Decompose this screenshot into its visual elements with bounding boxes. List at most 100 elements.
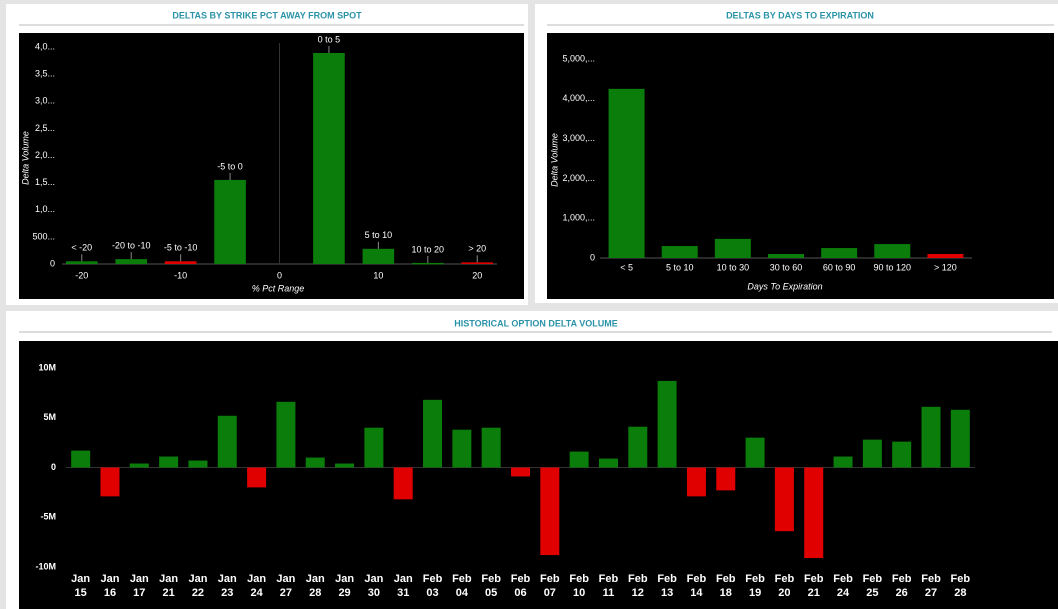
x-tick-label-box: Jan 31 bbox=[394, 573, 413, 599]
y-tick-label: 0 bbox=[50, 258, 55, 268]
x-tick-label-box: Feb 05 bbox=[481, 573, 501, 599]
y-tick-label: 3,0... bbox=[35, 96, 55, 106]
x-tick-label: Feb 21 bbox=[803, 573, 824, 599]
y-tick-label: 2,000,... bbox=[562, 173, 595, 183]
x-tick-label-box: Jan 15 bbox=[71, 573, 91, 599]
x-tick-label-box: Jan 21 bbox=[159, 573, 178, 599]
x-tick-label: Feb 14 bbox=[686, 573, 707, 599]
bar bbox=[393, 467, 413, 500]
bar bbox=[159, 456, 179, 468]
x-tick-label: 10 bbox=[373, 270, 383, 280]
x-tick-label: Jan 29 bbox=[335, 573, 355, 599]
x-tick-label: Jan 28 bbox=[305, 573, 325, 599]
bar bbox=[892, 441, 912, 468]
bar bbox=[247, 467, 267, 488]
bar bbox=[569, 451, 589, 468]
x-tick-label-box: Jan 28 bbox=[305, 573, 325, 599]
bar bbox=[804, 467, 824, 559]
x-tick-label: Feb 07 bbox=[540, 573, 560, 599]
data-label: -5 to 0 bbox=[217, 161, 243, 171]
x-axis-label: % Pct Range bbox=[252, 283, 305, 293]
bar bbox=[452, 429, 472, 468]
x-tick-label: Feb 19 bbox=[745, 573, 765, 599]
bar bbox=[364, 427, 384, 468]
bar bbox=[862, 439, 882, 468]
x-tick-label-box: Feb 04 bbox=[452, 573, 472, 599]
x-tick-label: Jan 24 bbox=[247, 573, 267, 599]
y-tick-label: 0 bbox=[590, 252, 595, 262]
x-tick-label: 30 to 60 bbox=[770, 262, 803, 272]
x-tick-label: < 5 bbox=[620, 262, 633, 272]
x-tick-label-box: Feb 14 bbox=[686, 573, 707, 599]
x-tick-label: Jan 16 bbox=[100, 573, 120, 599]
x-tick-label-box: Feb 06 bbox=[510, 573, 531, 599]
x-tick-label-box: Feb 25 bbox=[862, 573, 883, 599]
y-tick-label: 5M bbox=[43, 412, 56, 422]
x-tick-label: Feb 05 bbox=[481, 573, 501, 599]
x-tick-label: 90 to 120 bbox=[874, 262, 912, 272]
x-tick-label-box: Feb 13 bbox=[657, 573, 677, 599]
x-tick-label: 5 to 10 bbox=[666, 262, 694, 272]
data-label: < -20 bbox=[71, 243, 92, 253]
bar bbox=[276, 401, 296, 468]
bar bbox=[100, 467, 120, 497]
y-axis-label: Delta Volume bbox=[20, 131, 30, 185]
data-label: -20 to -10 bbox=[112, 240, 151, 250]
x-tick-label: > 120 bbox=[934, 262, 957, 272]
bar bbox=[461, 262, 494, 264]
y-tick-label: 10M bbox=[38, 362, 56, 372]
y-tick-label: 2,0... bbox=[35, 150, 55, 160]
x-tick-label: Feb 03 bbox=[422, 573, 443, 599]
bar bbox=[833, 456, 853, 468]
x-tick-label: Feb 06 bbox=[510, 573, 531, 599]
data-label: > 20 bbox=[468, 244, 486, 254]
bar bbox=[661, 246, 698, 258]
panel-title: HISTORICAL OPTION DELTA VOLUME bbox=[454, 318, 618, 328]
y-tick-label: -5M bbox=[41, 512, 57, 522]
bar bbox=[164, 261, 197, 264]
x-tick-label-box: Jan 24 bbox=[247, 573, 267, 599]
bar bbox=[188, 460, 208, 468]
x-axis-label: Days To Expiration bbox=[747, 281, 822, 291]
bar bbox=[481, 427, 501, 468]
bar bbox=[716, 467, 736, 491]
bar bbox=[714, 238, 751, 258]
plot-background bbox=[19, 341, 1058, 609]
bar bbox=[628, 426, 648, 468]
y-tick-label: -10M bbox=[35, 561, 56, 571]
bar bbox=[821, 248, 858, 258]
y-tick-label: 4,000,... bbox=[562, 93, 595, 103]
x-tick-label-box: Feb 26 bbox=[891, 573, 912, 599]
x-tick-label-box: Feb 10 bbox=[569, 573, 589, 599]
x-tick-label-box: Feb 11 bbox=[599, 573, 619, 599]
data-label: 10 to 20 bbox=[412, 244, 445, 254]
x-tick-label: 0 bbox=[277, 270, 282, 280]
panel-title: DELTAS BY STRIKE PCT AWAY FROM SPOT bbox=[172, 10, 362, 20]
y-axis-label: Delta Volume bbox=[549, 133, 559, 187]
x-tick-label: Feb 26 bbox=[891, 573, 912, 599]
x-tick-label: 20 bbox=[472, 270, 482, 280]
bar bbox=[511, 467, 530, 477]
data-label: 0 to 5 bbox=[318, 34, 341, 44]
x-tick-label: Feb 10 bbox=[569, 573, 589, 599]
y-tick-label: 4,0... bbox=[35, 41, 55, 51]
x-tick-label-box: Jan 22 bbox=[188, 573, 207, 599]
x-tick-label-box: Feb 18 bbox=[716, 573, 736, 599]
bar bbox=[540, 467, 560, 556]
y-tick-label: 1,0... bbox=[35, 204, 55, 214]
x-tick-label: Feb 25 bbox=[862, 573, 883, 599]
x-tick-label: Feb 12 bbox=[628, 573, 648, 599]
data-label: 5 to 10 bbox=[365, 230, 393, 240]
x-tick-label-box: Feb 20 bbox=[775, 573, 795, 599]
bar bbox=[686, 467, 706, 497]
x-tick-label: Jan 15 bbox=[71, 573, 91, 599]
y-tick-label: 1,5... bbox=[35, 177, 55, 187]
y-tick-label: 5,000,... bbox=[562, 53, 595, 63]
bar bbox=[214, 179, 246, 264]
x-tick-label-box: Jan 23 bbox=[218, 573, 237, 599]
bar bbox=[927, 254, 964, 258]
bar bbox=[608, 88, 645, 258]
bar bbox=[362, 248, 395, 264]
x-tick-label-box: Feb 19 bbox=[745, 573, 765, 599]
